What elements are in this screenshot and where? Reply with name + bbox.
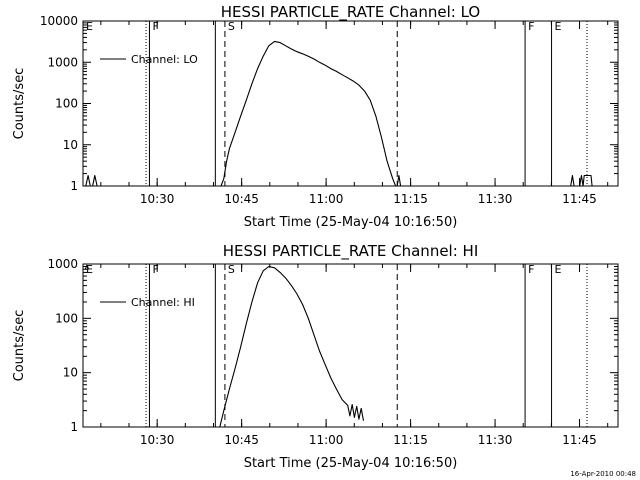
legend-label: Channel: HI: [131, 296, 195, 309]
legend-label: Channel: LO: [131, 53, 198, 66]
y-tick-label: 100: [55, 311, 78, 325]
vline-label: E: [86, 263, 93, 276]
x-axis-label: Start Time (25-May-04 10:16:50): [244, 456, 458, 471]
footer-timestamp: 16-Apr-2010 00:48: [570, 470, 636, 478]
chart-panel: HESSI PARTICLE_RATE Channel: LO 1 10 100 100…: [12, 3, 619, 230]
x-tick-label: 10:30: [140, 433, 175, 447]
vline-label: F: [528, 263, 534, 276]
x-tick-label: 10:30: [140, 192, 175, 206]
vline-label: E: [86, 20, 93, 33]
y-tick-label: 1: [70, 420, 78, 434]
vline-label: S: [228, 20, 235, 33]
y-tick-label: 10: [63, 366, 78, 380]
series-line: [570, 174, 593, 187]
plot-frame: [82, 263, 619, 428]
y-tick-label: 1000: [47, 55, 78, 69]
chart-title: HESSI PARTICLE_RATE Channel: LO: [221, 3, 480, 22]
series-line: [220, 40, 397, 187]
y-tick-label: 1: [70, 179, 78, 193]
x-tick-label: 10:45: [224, 433, 259, 447]
plot-frame: [82, 20, 619, 187]
x-tick-label: 11:45: [562, 433, 597, 447]
x-tick-label: 11:15: [393, 192, 428, 206]
x-tick-label: 11:30: [478, 192, 513, 206]
y-axis-label: Counts/sec: [12, 68, 27, 140]
vline-label: F: [528, 20, 534, 33]
y-tick-label: 10000: [40, 14, 78, 28]
series-line: [219, 265, 365, 428]
vline-label: S: [228, 263, 235, 276]
x-tick-label: 11:15: [393, 433, 428, 447]
x-axis-label: Start Time (25-May-04 10:16:50): [244, 215, 458, 230]
y-tick-label: 10: [63, 138, 78, 152]
x-tick-label: 11:00: [309, 433, 344, 447]
y-tick-label: 100: [55, 97, 78, 111]
vline-label: E: [555, 20, 562, 33]
y-axis-label: Counts/sec: [12, 310, 27, 382]
x-tick-label: 11:00: [309, 192, 344, 206]
y-tick-label: 1000: [47, 257, 78, 271]
x-tick-label: 11:45: [562, 192, 597, 206]
x-tick-label: 11:30: [478, 433, 513, 447]
series-line: [85, 174, 98, 187]
vline-label: F: [152, 20, 158, 33]
series-line: [396, 174, 402, 187]
chart-title: HESSI PARTICLE_RATE Channel: HI: [223, 242, 479, 261]
chart-panel: HESSI PARTICLE_RATE Channel: HI 1 10 100 100…: [12, 242, 619, 471]
vline-label: F: [152, 263, 158, 276]
x-tick-label: 10:45: [224, 192, 259, 206]
series-line: [84, 264, 90, 270]
vline-label: E: [555, 263, 562, 276]
